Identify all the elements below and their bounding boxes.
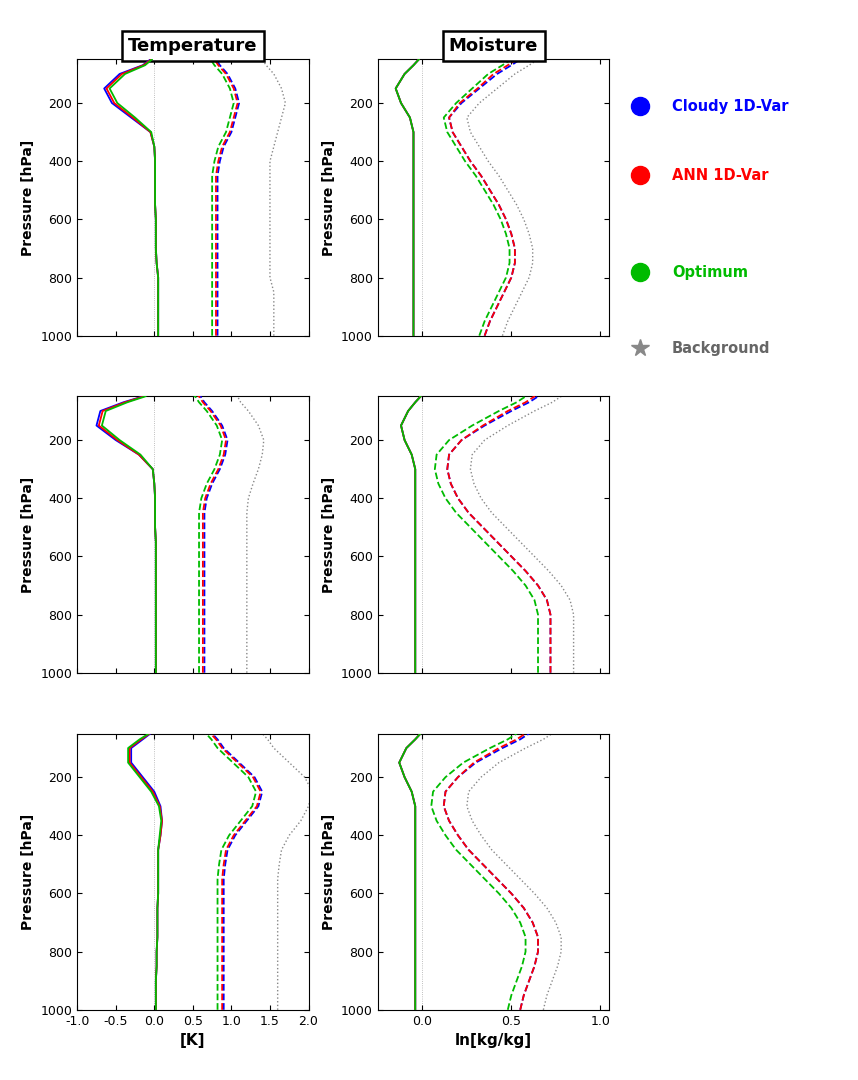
Y-axis label: Pressure [hPa]: Pressure [hPa]	[322, 476, 335, 593]
Y-axis label: Pressure [hPa]: Pressure [hPa]	[322, 813, 335, 930]
Text: Optimum: Optimum	[672, 265, 748, 280]
Text: Background: Background	[672, 340, 770, 355]
Y-axis label: Pressure [hPa]: Pressure [hPa]	[21, 476, 35, 593]
Title: Moisture: Moisture	[449, 37, 538, 55]
Text: ANN 1D-Var: ANN 1D-Var	[672, 167, 769, 183]
Y-axis label: Pressure [hPa]: Pressure [hPa]	[322, 139, 335, 256]
Y-axis label: Pressure [hPa]: Pressure [hPa]	[21, 813, 35, 930]
Y-axis label: Pressure [hPa]: Pressure [hPa]	[21, 139, 35, 256]
Title: Temperature: Temperature	[128, 37, 257, 55]
Text: Cloudy 1D-Var: Cloudy 1D-Var	[672, 98, 789, 113]
X-axis label: [K]: [K]	[180, 1034, 206, 1049]
X-axis label: ln[kg/kg]: ln[kg/kg]	[455, 1034, 532, 1049]
